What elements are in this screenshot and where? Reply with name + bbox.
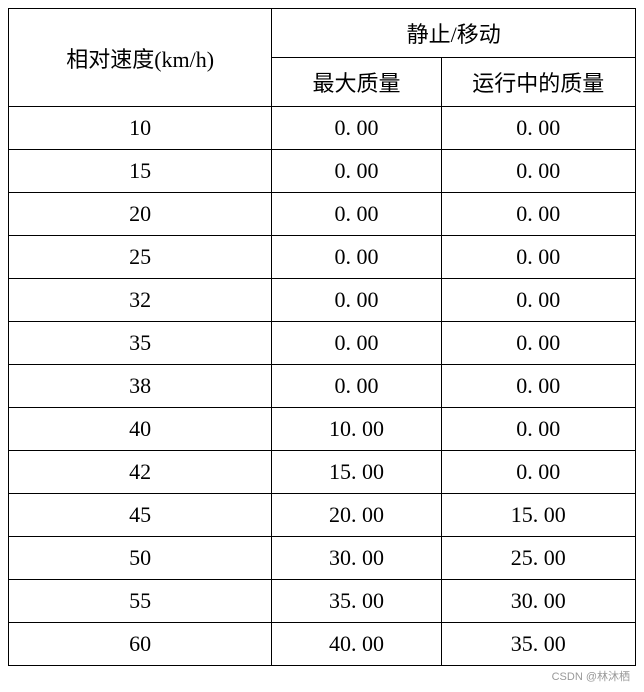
cell-running-mass: 0. 00	[441, 193, 635, 236]
cell-running-mass: 0. 00	[441, 408, 635, 451]
cell-running-mass: 35. 00	[441, 623, 635, 666]
cell-max-mass: 0. 00	[272, 365, 441, 408]
table-row: 380. 000. 00	[9, 365, 636, 408]
cell-speed: 42	[9, 451, 272, 494]
cell-max-mass: 0. 00	[272, 279, 441, 322]
cell-max-mass: 40. 00	[272, 623, 441, 666]
table-row: 6040. 0035. 00	[9, 623, 636, 666]
table-row: 100. 000. 00	[9, 107, 636, 150]
cell-running-mass: 0. 00	[441, 322, 635, 365]
cell-speed: 60	[9, 623, 272, 666]
cell-max-mass: 10. 00	[272, 408, 441, 451]
table-row: 5030. 0025. 00	[9, 537, 636, 580]
header-speed: 相对速度(km/h)	[9, 9, 272, 107]
header-max-mass: 最大质量	[272, 58, 441, 107]
cell-running-mass: 0. 00	[441, 236, 635, 279]
table-row: 320. 000. 00	[9, 279, 636, 322]
cell-max-mass: 0. 00	[272, 236, 441, 279]
attribution-text: CSDN @林沐栖	[8, 668, 636, 684]
cell-max-mass: 30. 00	[272, 537, 441, 580]
cell-max-mass: 20. 00	[272, 494, 441, 537]
cell-speed: 10	[9, 107, 272, 150]
cell-max-mass: 0. 00	[272, 150, 441, 193]
cell-running-mass: 30. 00	[441, 580, 635, 623]
header-row-1: 相对速度(km/h) 静止/移动	[9, 9, 636, 58]
cell-speed: 32	[9, 279, 272, 322]
cell-speed: 20	[9, 193, 272, 236]
table-row: 200. 000. 00	[9, 193, 636, 236]
cell-speed: 35	[9, 322, 272, 365]
cell-max-mass: 0. 00	[272, 193, 441, 236]
cell-speed: 38	[9, 365, 272, 408]
table-row: 5535. 0030. 00	[9, 580, 636, 623]
cell-speed: 50	[9, 537, 272, 580]
table-row: 4010. 000. 00	[9, 408, 636, 451]
header-group: 静止/移动	[272, 9, 636, 58]
cell-speed: 15	[9, 150, 272, 193]
cell-running-mass: 0. 00	[441, 150, 635, 193]
cell-running-mass: 0. 00	[441, 451, 635, 494]
table-row: 350. 000. 00	[9, 322, 636, 365]
cell-running-mass: 0. 00	[441, 365, 635, 408]
cell-max-mass: 0. 00	[272, 322, 441, 365]
cell-max-mass: 0. 00	[272, 107, 441, 150]
mass-speed-table: 相对速度(km/h) 静止/移动 最大质量 运行中的质量 100. 000. 0…	[8, 8, 636, 666]
table-row: 4520. 0015. 00	[9, 494, 636, 537]
header-running-mass: 运行中的质量	[441, 58, 635, 107]
cell-speed: 25	[9, 236, 272, 279]
cell-speed: 45	[9, 494, 272, 537]
cell-speed: 55	[9, 580, 272, 623]
table-body: 100. 000. 00150. 000. 00200. 000. 00250.…	[9, 107, 636, 666]
cell-running-mass: 15. 00	[441, 494, 635, 537]
table-row: 250. 000. 00	[9, 236, 636, 279]
cell-speed: 40	[9, 408, 272, 451]
cell-running-mass: 0. 00	[441, 279, 635, 322]
cell-max-mass: 15. 00	[272, 451, 441, 494]
cell-max-mass: 35. 00	[272, 580, 441, 623]
table-row: 4215. 000. 00	[9, 451, 636, 494]
cell-running-mass: 0. 00	[441, 107, 635, 150]
cell-running-mass: 25. 00	[441, 537, 635, 580]
table-row: 150. 000. 00	[9, 150, 636, 193]
